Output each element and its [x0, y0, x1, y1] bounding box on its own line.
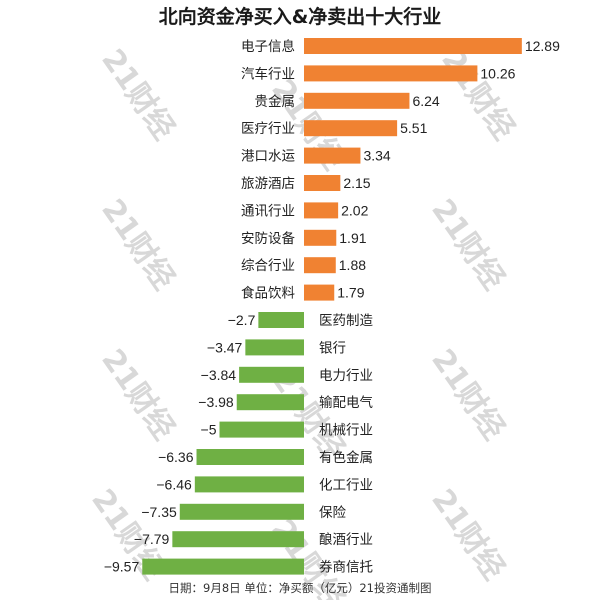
category-label-19: 酿酒行业: [319, 532, 373, 548]
chart-footer: 日期：9月8日 单位：净买额（亿元）21投资通制图: [169, 581, 432, 595]
value-label-11: −2.7: [228, 312, 256, 328]
category-label-13: 电力行业: [319, 368, 373, 384]
bar-16: [196, 449, 304, 465]
value-label-layer: 12.89 10.26 6.24 5.51 3.34 2.15 2.02 1.91 1.88 1.…: [104, 38, 560, 575]
category-label-18: 保险: [319, 505, 346, 521]
value-label-13: −3.84: [201, 367, 237, 383]
value-label-10: 1.79: [337, 285, 364, 301]
bar-7: [304, 202, 339, 219]
value-label-12: −3.47: [207, 339, 243, 355]
category-label-20: 券商信托: [319, 560, 373, 576]
value-label-19: −7.79: [134, 531, 170, 547]
bar-2: [304, 65, 478, 82]
value-label-6: 2.15: [343, 175, 370, 191]
bar-20: [142, 558, 304, 575]
category-label-8: 安防设备: [241, 230, 295, 247]
value-label-4: 5.51: [400, 120, 427, 136]
bar-6: [304, 175, 341, 191]
bar-18: [179, 503, 304, 520]
bar-17: [194, 476, 304, 493]
watermark-5: 21财经: [424, 193, 511, 296]
watermark-1: 21财经: [94, 43, 181, 146]
category-label-7: 通讯行业: [241, 203, 295, 219]
category-label-4: 医疗行业: [241, 121, 295, 137]
bar-19: [172, 531, 304, 548]
category-label-1: 电子信息: [241, 38, 295, 55]
category-label-17: 化工行业: [319, 477, 373, 493]
value-label-8: 1.91: [339, 230, 366, 246]
category-label-15: 机械行业: [319, 423, 373, 439]
category-label-9: 综合行业: [241, 258, 295, 274]
bar-8: [304, 229, 337, 246]
category-label-10: 食品饮料: [241, 285, 295, 302]
category-label-11: 医药制造: [319, 313, 373, 329]
value-label-3: 6.24: [412, 93, 439, 109]
watermark-11: 21财经: [424, 483, 511, 586]
bar-5: [304, 147, 361, 164]
bar-4: [304, 120, 398, 137]
category-label-5: 港口水运: [241, 149, 295, 165]
value-label-14: −3.98: [198, 394, 234, 410]
value-label-20: −9.57: [104, 559, 140, 575]
chart-title: 北向资金净买入&净卖出十大行业: [159, 5, 442, 28]
value-label-2: 10.26: [480, 65, 515, 81]
category-label-16: 有色金属: [319, 449, 373, 466]
category-label-6: 旅游酒店: [241, 176, 295, 192]
value-label-9: 1.88: [339, 257, 366, 273]
value-label-5: 3.34: [363, 148, 390, 164]
bar-14: [236, 394, 304, 411]
bar-13: [239, 366, 304, 383]
category-label-14: 输配电气: [319, 395, 373, 411]
bar-layer: [142, 38, 522, 575]
value-label-16: −6.36: [158, 449, 194, 465]
value-label-15: −5: [201, 422, 217, 438]
bar-15: [219, 421, 304, 438]
value-label-17: −6.46: [156, 476, 192, 492]
watermark-8: 21财经: [424, 343, 511, 446]
category-label-12: 银行: [319, 340, 346, 356]
bar-9: [304, 257, 336, 274]
value-label-7: 2.02: [341, 202, 368, 218]
value-label-1: 12.89: [525, 38, 560, 54]
bar-3: [304, 92, 410, 109]
watermark-6: 21财经: [94, 343, 181, 446]
category-label-3: 贵金属: [255, 94, 296, 110]
bar-10: [304, 284, 335, 301]
bar-1: [304, 38, 522, 54]
bar-12: [245, 339, 304, 356]
bar-11: [258, 312, 304, 328]
watermark-4: 21财经: [94, 193, 181, 296]
value-label-18: −7.35: [141, 504, 177, 520]
watermark-3: 21财经: [434, 43, 521, 146]
category-label-2: 汽车行业: [241, 65, 295, 82]
category-label-layer: 电子信息汽车行业贵金属医疗行业港口水运旅游酒店通讯行业安防设备综合行业食品饮料医…: [241, 38, 373, 576]
